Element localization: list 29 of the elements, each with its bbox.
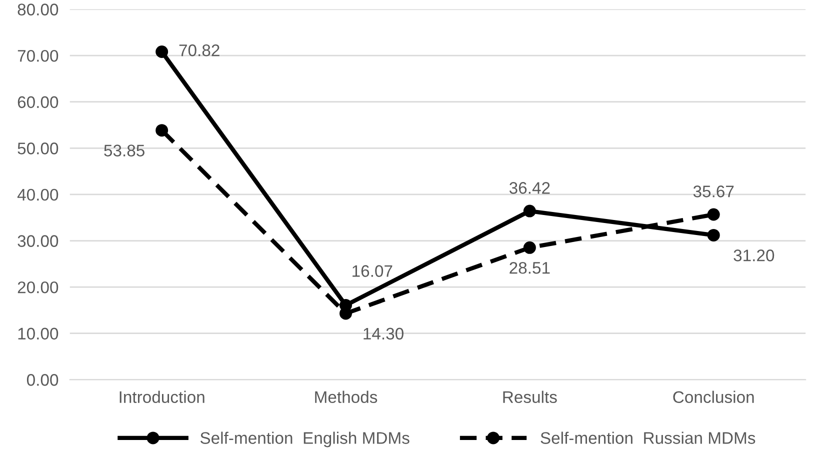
- x-tick-label: Results: [503, 390, 557, 404]
- x-tick-label: Methods: [315, 390, 378, 404]
- x-tick-label: Conclusion: [673, 390, 754, 404]
- y-tick-label: 80.00: [18, 4, 58, 16]
- point: [523, 204, 536, 218]
- y-tick-label: 70.00: [18, 50, 58, 62]
- data-label: 35.67: [693, 186, 734, 198]
- data-label: 28.51: [510, 262, 550, 274]
- point: [707, 208, 720, 221]
- legend-label: Self-mention English MDMs: [200, 432, 410, 448]
- data-label: 16.07: [352, 265, 392, 277]
- y-tick-label: 40.00: [17, 188, 58, 201]
- point: [156, 124, 168, 137]
- point: [523, 241, 536, 254]
- data-label: 70.82: [179, 44, 220, 56]
- x-tick-label: Introduction: [120, 390, 204, 404]
- point: [707, 228, 720, 242]
- point: [156, 46, 168, 58]
- y-tick-label: 30.00: [18, 235, 58, 247]
- data-label: 14.30: [364, 328, 404, 340]
- data-label: 31.20: [734, 250, 774, 262]
- y-tick-label: 20.00: [18, 281, 58, 294]
- data-label: 36.42: [509, 182, 550, 194]
- y-tick-label: 10.00: [18, 328, 58, 340]
- y-tick-label: 60.00: [18, 96, 58, 108]
- data-label: 53.85: [104, 144, 144, 156]
- legend-label: Self-mention Russian MDMs: [540, 432, 756, 444]
- y-tick-label: 0.00: [26, 374, 58, 386]
- y-tick-label: 50.00: [18, 142, 58, 154]
